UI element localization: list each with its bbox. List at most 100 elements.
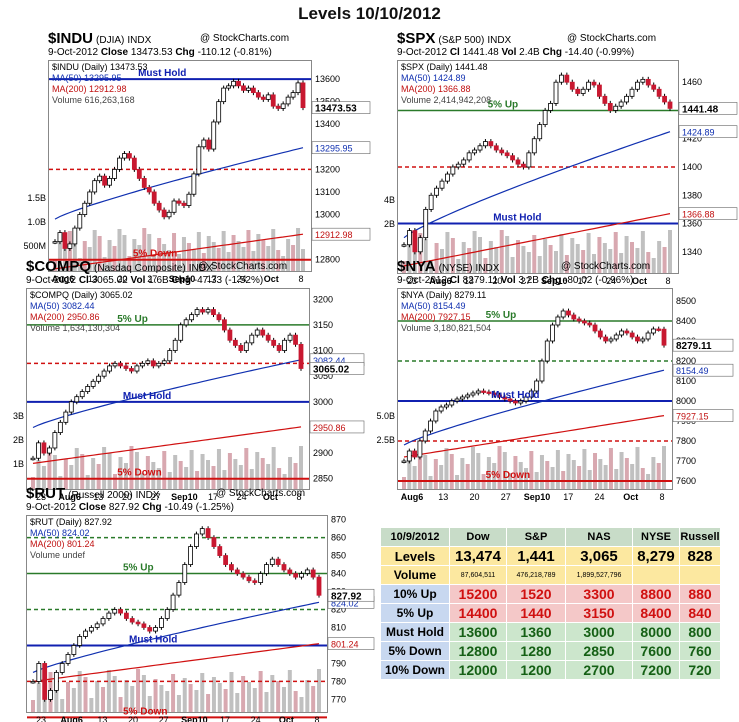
chart-svg: 3200315031003050300029502900285023Aug613… [13, 294, 365, 502]
volume-bar [67, 231, 72, 271]
candle [47, 447, 52, 454]
candle [645, 78, 651, 86]
tag-ma200 [672, 409, 734, 422]
volume-bar [555, 450, 560, 489]
candle [156, 202, 162, 211]
ma200-line [32, 426, 302, 464]
tag-price [678, 102, 738, 115]
candle [222, 319, 227, 331]
candle [85, 386, 91, 392]
candle [587, 322, 593, 326]
table-cell: 3,065 [565, 546, 633, 566]
volume-tick-label: 2B [384, 219, 395, 229]
candle [161, 360, 167, 364]
y-tick-label: 1340 [682, 247, 702, 257]
description: (DJIA) [96, 35, 125, 46]
legend-ma200: MA(200) 7927.15 [401, 312, 471, 322]
volume-bar [651, 258, 656, 273]
candle [246, 87, 251, 91]
volume-bar [173, 455, 178, 489]
candle [102, 175, 107, 186]
volume-bar [188, 684, 193, 712]
x-tick-label: 8 [665, 276, 670, 286]
candle [550, 324, 555, 342]
volume-bar [200, 673, 205, 712]
legend-volume: Volume 616,263,168 [52, 95, 135, 105]
volume-bar [299, 446, 303, 489]
ma50-line [54, 147, 304, 220]
symbol: $NYA [397, 258, 436, 275]
table-cell [632, 565, 680, 585]
vol-value: 2.4B [519, 47, 540, 58]
label-down-text: 5% Down [117, 468, 161, 479]
volume-bar [206, 460, 211, 489]
volume-bar [434, 243, 439, 273]
chart-panel-rut: $RUT (Russell 2000) INDX @ StockCharts.com 9… [26, 485, 376, 722]
volume-bar [147, 234, 152, 271]
candle [613, 334, 619, 340]
volume-bar [194, 690, 199, 712]
y-tick-label: 3100 [313, 346, 333, 356]
candle [280, 103, 286, 109]
candle [186, 193, 192, 206]
candle [63, 411, 69, 423]
table-cell: 8400 [632, 603, 680, 623]
table-header-russell: Russell [679, 527, 721, 547]
volume-bar [478, 237, 482, 273]
candle [434, 187, 439, 196]
candle [68, 401, 74, 413]
candle [206, 139, 212, 150]
volume-bar [252, 688, 257, 712]
table-header-date: 10/9/2012 [380, 527, 450, 547]
candle [539, 360, 545, 382]
candle [618, 101, 624, 107]
table-cell: 15200 [449, 584, 507, 604]
volume-bar [433, 459, 438, 489]
volume-bar [134, 452, 139, 489]
volume-tick-label: 2B [13, 435, 24, 445]
x-tick-label: 8 [298, 274, 303, 284]
table-row-label: Must Hold [380, 622, 450, 642]
y-tick-label: 13100 [315, 187, 340, 197]
legend-title: $NYA (Daily) 8279.11 [401, 290, 487, 300]
candle [88, 627, 94, 632]
chg-label: Chg [175, 47, 195, 58]
candle [176, 582, 182, 596]
chart-legend: $NYA (Daily) 8279.11 MA(50) 8154.49 MA(200… [401, 290, 491, 334]
volume-bar [91, 458, 96, 489]
volume-bar [548, 245, 553, 273]
volume-bar [77, 258, 82, 271]
volume-bar [417, 449, 422, 489]
volume-bar [592, 254, 596, 273]
volume-bar [635, 248, 640, 273]
volume-bar [460, 458, 465, 489]
candle [271, 339, 277, 346]
candle [401, 244, 407, 247]
candle [97, 175, 103, 182]
candle [150, 360, 156, 367]
candle [624, 330, 630, 334]
x-tick-label: 27 [501, 492, 511, 502]
candle [122, 153, 127, 159]
table-cell: 760 [679, 641, 721, 661]
x-tick-label: Sep10 [181, 715, 208, 722]
candle [475, 390, 481, 394]
volume-bar [603, 465, 608, 489]
candle [502, 396, 508, 400]
volume-bar [101, 687, 106, 712]
candle [134, 365, 140, 372]
candle [188, 546, 193, 565]
candle [298, 343, 304, 369]
candle [161, 209, 167, 218]
candle [656, 88, 662, 97]
volume-bar [36, 683, 41, 712]
chg-value: -14.40 (-0.99%) [564, 47, 635, 58]
volume-bar [211, 242, 216, 271]
volume-bar [276, 681, 281, 712]
symbol: $COMPQ [26, 258, 92, 275]
volume-bar [151, 462, 156, 489]
candle [613, 105, 619, 111]
volume-bar [130, 686, 135, 712]
volume-bar [566, 454, 571, 489]
volume-bar [102, 257, 107, 271]
